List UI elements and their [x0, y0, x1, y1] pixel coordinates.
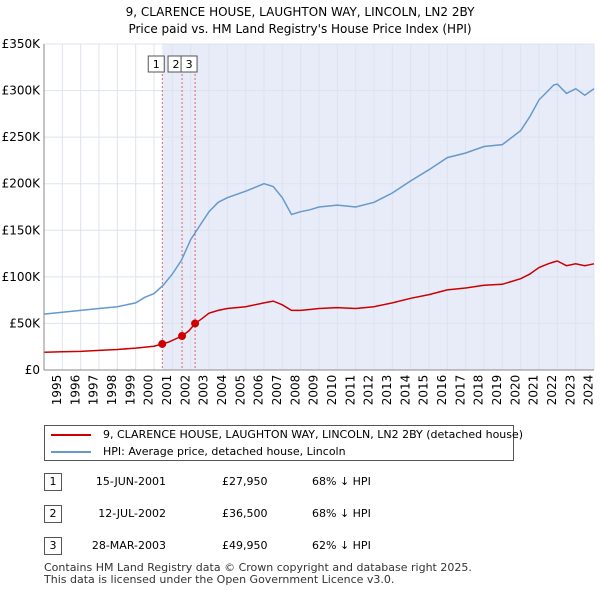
x-tick-label: 2024: [582, 375, 596, 406]
marker-label-box: [147, 55, 165, 73]
post-purchase-shade: [162, 44, 594, 370]
chart-subtitle: Price paid vs. HM Land Registry's House …: [128, 22, 472, 36]
transaction-date: 12-JUL-2002: [98, 507, 166, 520]
marker-label: 3: [186, 58, 193, 71]
x-tick-label: 2019: [490, 375, 504, 406]
x-tick-label: 2015: [417, 375, 431, 406]
y-tick-label: £250K: [2, 130, 42, 144]
transaction-hpi: 68% ↓ HPI: [312, 475, 371, 488]
transaction-date: 15-JUN-2001: [95, 475, 166, 488]
x-tick-label: 2006: [252, 375, 266, 406]
transaction-price: £27,950: [222, 475, 268, 488]
x-tick-label: 2023: [563, 375, 577, 406]
sale-point: [191, 319, 200, 328]
x-tick-label: 2022: [545, 375, 559, 406]
x-tick-label: 1997: [87, 375, 101, 406]
chart-title: 9, CLARENCE HOUSE, LAUGHTON WAY, LINCOLN…: [125, 5, 475, 19]
footer-licence: This data is licensed under the Open Gov…: [44, 573, 395, 586]
y-tick-label: £200K: [2, 177, 42, 191]
y-tick-label: £150K: [2, 223, 42, 237]
transaction-row: 3 28-MAR-2003 £49,950 62% ↓ HPI: [44, 535, 464, 557]
x-tick-label: 2018: [472, 375, 486, 406]
x-tick-label: 2013: [380, 375, 394, 406]
legend: 9, CLARENCE HOUSE, LAUGHTON WAY, LINCOLN…: [44, 425, 523, 461]
x-tick-label: 2012: [362, 375, 376, 406]
x-tick-label: 2021: [527, 375, 541, 406]
x-tick-label: 2020: [508, 375, 522, 406]
x-tick-label: 1999: [123, 375, 137, 406]
x-tick-label: 1996: [68, 375, 82, 406]
x-tick-label: 2000: [142, 375, 156, 406]
sale-point: [158, 339, 167, 348]
x-tick-label: 2017: [453, 375, 467, 406]
footer-copyright: Contains HM Land Registry data © Crown c…: [44, 561, 472, 574]
transaction-price: £49,950: [222, 539, 268, 552]
transaction-number: 2: [44, 505, 62, 523]
x-tick-label: 1995: [50, 375, 64, 406]
x-tick-label: 2004: [215, 375, 229, 406]
x-tick-label: 2010: [325, 375, 339, 406]
y-tick-label: £300K: [2, 84, 42, 98]
x-tick-label: 2014: [398, 375, 412, 406]
transaction-hpi: 68% ↓ HPI: [312, 507, 371, 520]
y-tick-label: £350K: [2, 37, 42, 51]
y-tick-label: £50K: [9, 316, 41, 330]
x-tick-label: 2002: [178, 375, 192, 406]
sale-point: [178, 332, 187, 341]
x-tick-label: 2009: [307, 375, 321, 406]
transaction-row: 2 12-JUL-2002 £36,500 68% ↓ HPI: [44, 503, 464, 525]
x-tick-label: 2011: [343, 375, 357, 406]
price-chart: 1 2 3 £0 £50K £100K £150K £200K £250K £300K £350K 1…: [2, 37, 596, 406]
marker-label: 2: [173, 58, 180, 71]
series-line-hpi: [43, 83, 595, 315]
x-tick-label: 2001: [160, 375, 174, 406]
marker-label: 1: [153, 58, 160, 71]
x-tick-label: 1998: [105, 375, 119, 406]
transaction-row: 1 15-JUN-2001 £27,950 68% ↓ HPI: [44, 471, 464, 493]
transaction-number: 3: [44, 537, 62, 555]
transaction-hpi: 62% ↓ HPI: [312, 539, 371, 552]
legend-swatch-hpi: [51, 451, 91, 453]
x-tick-label: 2005: [233, 375, 247, 406]
marker-label-box: [180, 55, 198, 73]
y-tick-label: £100K: [2, 270, 42, 284]
x-tick-label: 2007: [270, 375, 284, 406]
transaction-date: 28-MAR-2003: [91, 539, 166, 552]
legend-swatch-property: [51, 434, 91, 436]
x-tick-label: 2008: [288, 375, 302, 406]
x-tick-label: 2016: [435, 375, 449, 406]
legend-label-hpi: HPI: Average price, detached house, Linc…: [103, 445, 346, 458]
x-tick-label: 2003: [197, 375, 211, 406]
legend-label-property: 9, CLARENCE HOUSE, LAUGHTON WAY, LINCOLN…: [103, 428, 524, 441]
transaction-number: 1: [44, 473, 62, 491]
y-tick-label: £0: [25, 363, 40, 377]
transaction-price: £36,500: [222, 507, 268, 520]
